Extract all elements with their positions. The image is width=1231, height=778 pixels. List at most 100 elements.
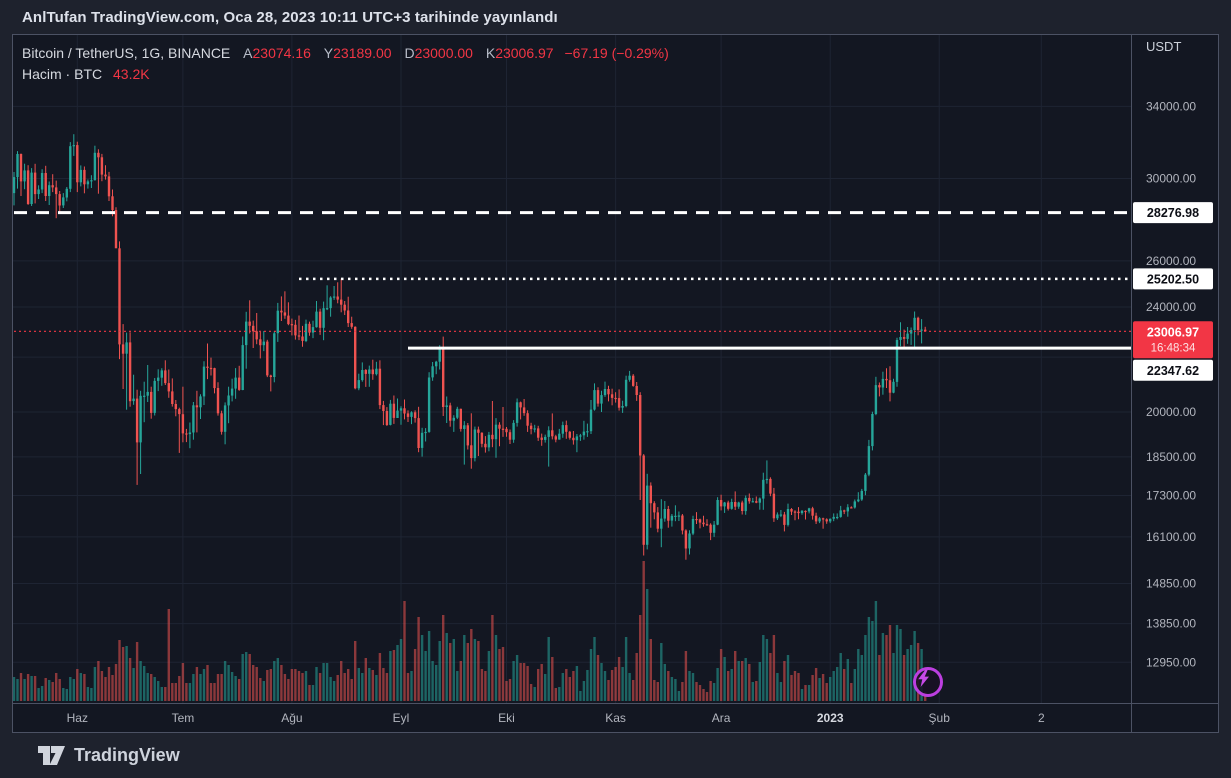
volume-bar	[614, 667, 617, 701]
candle-body	[283, 312, 287, 316]
candle-body	[100, 157, 104, 175]
candle-body	[829, 518, 832, 522]
volume-bar	[702, 689, 705, 701]
candle-body	[216, 388, 220, 414]
volume-bar	[857, 649, 860, 701]
volume-bar	[674, 679, 677, 701]
volume-bar	[628, 673, 631, 701]
volume-bar	[368, 668, 371, 701]
volume-bar	[382, 668, 385, 701]
candle-body	[776, 514, 779, 519]
volume-bar	[741, 661, 744, 701]
volume-bar	[100, 671, 104, 701]
volume-bar	[607, 680, 610, 701]
volume-bar	[153, 677, 156, 701]
volume-bar	[438, 641, 441, 701]
volume-bar	[681, 682, 684, 701]
candle-body	[579, 435, 582, 437]
candle-body	[649, 485, 652, 504]
volume-bar	[572, 671, 575, 701]
attribution-bar: AnlTufan TradingView.com, Oca 28, 2023 1…	[0, 0, 1231, 34]
candle-body	[55, 187, 58, 195]
volume-bar	[97, 661, 100, 701]
volume-bar	[452, 639, 455, 701]
volume-bar	[392, 650, 396, 701]
volume-bar	[522, 663, 526, 701]
candle-body	[684, 530, 688, 549]
volume-bar	[586, 670, 589, 701]
volume-bar	[769, 653, 772, 701]
volume-bar	[431, 661, 434, 701]
candle-body	[614, 397, 617, 400]
candle-body	[178, 409, 181, 415]
panel-borders	[12, 34, 1219, 733]
volume-bar	[93, 667, 97, 701]
volume-bar	[245, 652, 248, 701]
candle-body	[90, 180, 93, 182]
candle-body	[818, 518, 821, 522]
volume-bar	[758, 662, 761, 701]
volume-bar	[206, 665, 209, 701]
volume-bar	[512, 661, 515, 701]
candle-body	[501, 428, 505, 430]
volume-bar	[814, 668, 818, 701]
candle-body	[621, 406, 624, 408]
time-axis[interactable]: Haz Tem Ağu Eyl Eki Kas Ara 2023 Şub 2	[67, 711, 1045, 725]
volume-bar	[667, 671, 670, 701]
volume-bar	[164, 687, 167, 701]
candle-body	[751, 501, 754, 503]
candle-body	[431, 366, 434, 378]
candle-body	[259, 339, 262, 346]
level-lines-layer[interactable]	[14, 211, 1131, 350]
volume-bar	[508, 679, 512, 701]
volume-bar	[329, 677, 332, 701]
volume-bar	[336, 675, 339, 701]
candle-body	[572, 437, 575, 441]
chart-legend: Bitcoin / TetherUS, 1G, BINANCE A23074.1…	[22, 43, 669, 84]
candle-body	[607, 389, 610, 395]
candle-body	[786, 509, 790, 525]
tradingview-brand[interactable]: TradingView	[74, 745, 180, 765]
volume-bar	[691, 673, 695, 701]
volume-bar	[114, 664, 118, 701]
volume-bar	[442, 615, 445, 701]
svg-text:28276.98: 28276.98	[1147, 206, 1199, 220]
candle-body	[23, 170, 26, 182]
candle-body	[487, 434, 491, 448]
price-axis[interactable]: USDT 34000.00 30000.00 26000.00 24000.00 2000…	[1133, 39, 1213, 669]
volume-bar	[786, 655, 790, 701]
volume-bar	[776, 673, 779, 701]
candle-body	[494, 424, 498, 440]
lightning-sticker[interactable]	[913, 667, 943, 697]
volume-bar	[238, 679, 241, 701]
volume-bar	[318, 673, 322, 701]
volume-bar	[76, 669, 79, 701]
time-tick-label: Haz	[67, 711, 88, 725]
price-tick-label: 12950.00	[1146, 655, 1196, 669]
candle-body	[185, 433, 188, 435]
candle-body	[688, 533, 691, 549]
volume-bar	[515, 655, 519, 701]
price-tick-label: 34000.00	[1146, 99, 1196, 113]
volume-bar	[589, 649, 593, 701]
candle-body	[748, 497, 751, 502]
volume-bar	[325, 663, 329, 701]
candle-body	[290, 324, 294, 326]
volume-bar	[413, 649, 417, 701]
volume-bar	[906, 649, 909, 701]
price-tick-label: 14850.00	[1146, 577, 1196, 591]
candle-body	[143, 395, 146, 397]
symbol-title[interactable]: Bitcoin / TetherUS, 1G, BINANCE	[22, 45, 231, 61]
price-chart-svg[interactable]: USDT 34000.00 30000.00 26000.00 24000.00 2000…	[12, 34, 1219, 733]
volume-bar	[797, 673, 800, 701]
volume-bar	[526, 666, 529, 701]
volume-bar	[719, 649, 723, 701]
candle-body	[477, 429, 480, 433]
volume-bar	[744, 658, 747, 701]
time-tick-label: Tem	[172, 711, 195, 725]
volume-bar	[311, 685, 315, 701]
candle-body	[255, 331, 258, 340]
volume-bar	[565, 669, 568, 701]
volume-bar	[340, 661, 343, 701]
volume-bar	[902, 655, 906, 701]
